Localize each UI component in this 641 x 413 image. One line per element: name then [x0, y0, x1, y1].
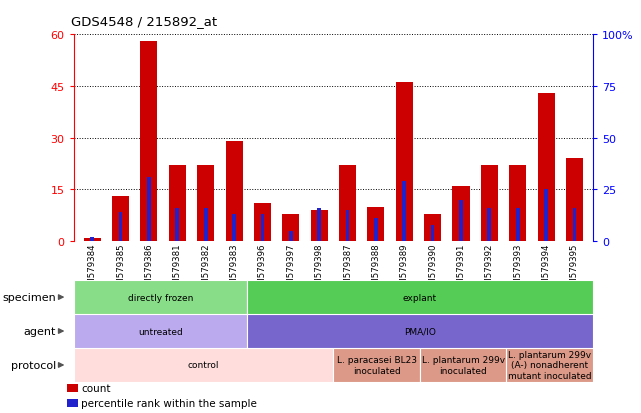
Text: GDS4548 / 215892_at: GDS4548 / 215892_at	[71, 15, 217, 28]
Bar	[74, 314, 247, 348]
Text: L. paracasei BL23
inoculated: L. paracasei BL23 inoculated	[337, 356, 417, 375]
Bar	[247, 280, 593, 314]
Bar	[453, 187, 469, 242]
Bar	[282, 214, 299, 242]
Text: control: control	[188, 361, 219, 370]
Bar	[90, 237, 94, 242]
Text: agent: agent	[23, 326, 56, 336]
Bar	[516, 209, 520, 242]
Bar	[260, 215, 264, 242]
Bar	[403, 182, 406, 242]
Bar	[317, 209, 321, 242]
Bar	[67, 399, 78, 407]
Bar	[289, 231, 293, 242]
Text: PMA/IO: PMA/IO	[404, 327, 436, 336]
Text: protocol: protocol	[10, 360, 56, 370]
Text: directly frozen: directly frozen	[128, 293, 193, 302]
Bar	[197, 166, 214, 242]
Bar	[424, 214, 441, 242]
Text: explant: explant	[403, 293, 437, 302]
Bar	[420, 348, 506, 382]
Bar	[204, 209, 208, 242]
Bar	[459, 200, 463, 242]
Text: percentile rank within the sample: percentile rank within the sample	[81, 398, 257, 408]
Bar	[119, 213, 122, 242]
Bar	[112, 197, 129, 242]
Bar	[147, 178, 151, 242]
Text: count: count	[81, 383, 111, 393]
Bar	[538, 94, 554, 242]
Bar	[367, 207, 385, 242]
Bar	[74, 348, 333, 382]
Bar	[339, 166, 356, 242]
Bar	[254, 204, 271, 242]
Text: L. plantarum 299v
(A-) nonadherent
mutant inoculated: L. plantarum 299v (A-) nonadherent mutan…	[508, 350, 592, 380]
Bar	[481, 166, 498, 242]
Bar	[506, 348, 593, 382]
Text: L. plantarum 299v
inoculated: L. plantarum 299v inoculated	[422, 356, 504, 375]
Bar	[395, 83, 413, 242]
Bar	[345, 211, 349, 242]
Bar	[74, 280, 247, 314]
Bar	[311, 211, 328, 242]
Bar	[572, 209, 576, 242]
Bar	[431, 225, 435, 242]
Bar	[509, 166, 526, 242]
Bar	[333, 348, 420, 382]
Text: untreated: untreated	[138, 327, 183, 336]
Bar	[83, 238, 101, 242]
Bar	[566, 159, 583, 242]
Bar	[169, 166, 186, 242]
Bar	[232, 215, 236, 242]
Bar	[140, 42, 158, 242]
Bar	[67, 385, 78, 392]
Bar	[226, 142, 242, 242]
Bar	[247, 314, 593, 348]
Bar	[374, 219, 378, 242]
Bar	[488, 209, 491, 242]
Text: specimen: specimen	[2, 292, 56, 302]
Bar	[544, 190, 548, 242]
Bar	[176, 209, 179, 242]
